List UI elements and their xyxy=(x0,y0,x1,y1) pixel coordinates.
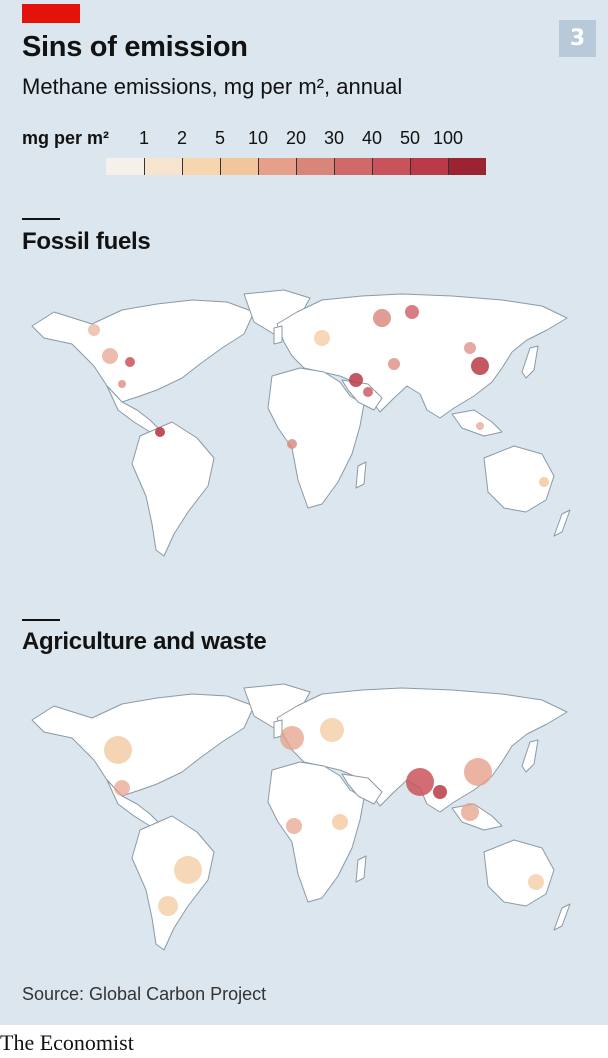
landmass-arabia xyxy=(341,379,383,411)
australia-east-hotspot xyxy=(528,874,544,890)
legend-tick-label: 100 xyxy=(432,128,464,148)
legend-tick-label: 5 xyxy=(214,128,225,148)
legend-tick-mark xyxy=(372,158,373,175)
legend-tick-mark xyxy=(410,158,411,175)
legend-tick-label: 20 xyxy=(285,128,307,148)
indonesia-hotspot xyxy=(476,422,484,430)
legend-color-scale xyxy=(106,158,486,175)
argentina-hotspot xyxy=(158,896,178,916)
ganges-hotspot xyxy=(406,768,434,796)
landmass-japan xyxy=(521,739,539,773)
chart-panel: 3 Sins of emission Methane emissions, mg… xyxy=(0,0,608,1025)
legend-tick-label: 2 xyxy=(176,128,187,148)
legend-tick-mark xyxy=(448,158,449,175)
section-rule-fossil xyxy=(22,218,60,220)
legend-tick-label: 40 xyxy=(361,128,383,148)
landmass-madagascar xyxy=(355,461,367,489)
landmass-japan xyxy=(521,345,539,379)
landmass-new-zealand xyxy=(553,509,571,537)
landmass-eurasia xyxy=(276,687,568,813)
russia-hotspot xyxy=(373,309,391,327)
landmass-southeast-asia xyxy=(451,409,503,437)
legend-tick-label: 10 xyxy=(247,128,269,148)
landmass-south-america xyxy=(131,421,215,557)
china-north-hotspot xyxy=(464,342,476,354)
emission-hotspots xyxy=(88,305,549,487)
legend-swatch xyxy=(296,158,334,175)
legend-tick-mark xyxy=(258,158,259,175)
nigeria-hotspot xyxy=(287,439,297,449)
landmass-north-america xyxy=(31,299,255,403)
bangladesh-hotspot xyxy=(433,785,447,799)
southeast-asia-hotspot xyxy=(461,803,479,821)
legend-tick-mark xyxy=(296,158,297,175)
turkmenistan-hotspot xyxy=(388,358,400,370)
appalachia-hotspot xyxy=(125,357,135,367)
landmass-new-zealand xyxy=(553,903,571,931)
texas-hotspot xyxy=(102,348,118,364)
legend-swatch xyxy=(372,158,410,175)
legend-swatch xyxy=(258,158,296,175)
eastern-europe-hotspot xyxy=(320,718,344,742)
landmass-australia xyxy=(483,839,555,907)
chart-subtitle: Methane emissions, mg per m², annual xyxy=(22,74,403,99)
legend-swatch xyxy=(410,158,448,175)
legend-swatch xyxy=(220,158,258,175)
section-title-fossil: Fossil fuels xyxy=(22,228,151,255)
legend-tick-label: 50 xyxy=(399,128,421,148)
map-land xyxy=(31,683,571,951)
ethiopia-hotspot xyxy=(332,814,348,830)
western-europe-hotspot xyxy=(280,726,304,750)
chart-number-badge: 3 xyxy=(559,20,596,57)
legend-tick-mark xyxy=(334,158,335,175)
europe-gas-hotspot xyxy=(314,330,330,346)
nigeria-hotspot xyxy=(286,818,302,834)
map-land xyxy=(31,289,571,557)
landmass-arabia xyxy=(341,773,383,805)
publisher-brand: The Economist xyxy=(0,1030,134,1055)
shanxi-hotspot xyxy=(471,357,489,375)
west-siberia-hotspot xyxy=(405,305,419,319)
section-title-agriculture: Agriculture and waste xyxy=(22,628,267,655)
venezuela-hotspot xyxy=(155,427,165,437)
brazil-hotspot xyxy=(174,856,202,884)
legend-swatch xyxy=(334,158,372,175)
eastern-china-hotspot xyxy=(464,758,492,786)
landmass-africa xyxy=(267,367,365,509)
iraq-hotspot xyxy=(349,373,363,387)
brand-red-tag xyxy=(22,4,80,23)
landmass-madagascar xyxy=(355,855,367,883)
legend-swatch xyxy=(144,158,182,175)
legend-tick-label: 30 xyxy=(323,128,345,148)
landmass-uk xyxy=(273,325,283,345)
legend-tick-label: 1 xyxy=(138,128,149,148)
landmass-africa xyxy=(267,761,365,903)
legend-swatch xyxy=(448,158,486,175)
gulf-hotspot xyxy=(118,380,126,388)
landmass-south-america xyxy=(131,815,215,951)
mexico-hotspot xyxy=(114,780,130,796)
persian-gulf-hotspot xyxy=(363,387,373,397)
legend-swatch xyxy=(106,158,144,175)
agriculture-waste-map xyxy=(31,683,571,951)
legend-tick-mark xyxy=(220,158,221,175)
landmass-north-america xyxy=(31,693,255,797)
fossil-fuels-map xyxy=(31,289,571,557)
emission-hotspots xyxy=(104,718,544,916)
chart-title: Sins of emission xyxy=(22,31,248,63)
source-note: Source: Global Carbon Project xyxy=(22,984,267,1004)
legend-tick-mark xyxy=(182,158,183,175)
queensland-hotspot xyxy=(539,477,549,487)
legend-unit-label: mg per m² xyxy=(22,128,110,148)
canada-oil-hotspot xyxy=(88,324,100,336)
landmass-australia xyxy=(483,445,555,513)
landmass-eurasia xyxy=(276,293,568,419)
legend-tick-mark xyxy=(144,158,145,175)
section-rule-agriculture xyxy=(22,619,60,621)
us-midwest-hotspot xyxy=(104,736,132,764)
legend-swatch xyxy=(182,158,220,175)
